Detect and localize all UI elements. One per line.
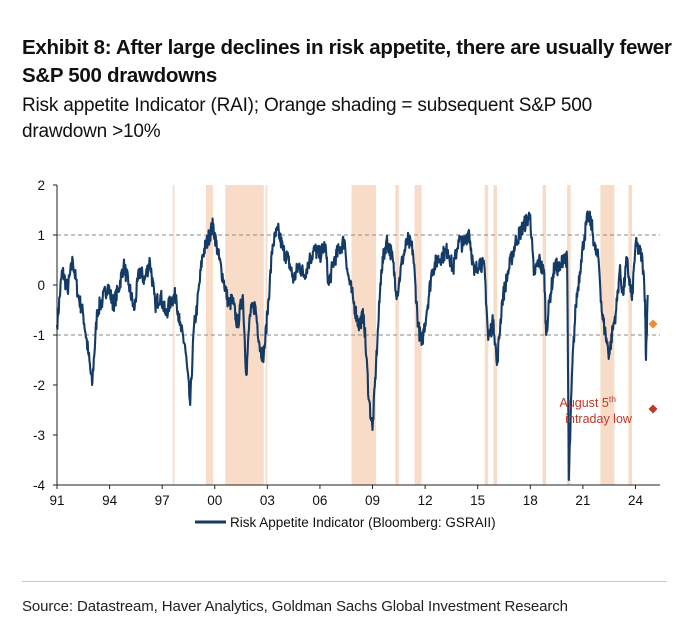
legend-label: Risk Appetite Indicator (Bloomberg: GSRA… <box>230 515 496 530</box>
markers <box>648 319 658 414</box>
august-5th-low-marker <box>648 404 658 414</box>
chart-subtitle: Risk appetite Indicator (RAI); Orange sh… <box>22 95 592 142</box>
y-tick-label: 0 <box>37 278 45 293</box>
shaded-period-6 <box>414 185 422 485</box>
current-value-marker <box>648 319 658 329</box>
x-tick-label: 24 <box>628 493 644 508</box>
annotation: August 5th intraday low <box>559 394 632 426</box>
x-tick-label: 03 <box>260 493 275 508</box>
rai-line-chart: 210-1-2-3-4 91 94 97 00 03 06 09 12 15 18 21 24 Aug… <box>33 178 660 530</box>
y-tick-label: -1 <box>33 328 45 343</box>
x-tick-label: 91 <box>49 493 64 508</box>
shaded-period-1 <box>205 185 214 485</box>
x-tick-label: 94 <box>102 493 118 508</box>
rai-line <box>55 210 649 482</box>
shaded-period-5 <box>395 185 399 485</box>
x-tick-label: 97 <box>155 493 170 508</box>
shaded-period-11 <box>600 185 615 485</box>
annotation-line1: August 5th <box>559 394 616 410</box>
rai-series-line <box>55 210 649 482</box>
legend: Risk Appetite Indicator (Bloomberg: GSRA… <box>195 515 496 530</box>
x-tick-label: 06 <box>312 493 327 508</box>
y-tick-label: -4 <box>33 478 45 493</box>
shaded-period-0 <box>172 185 175 485</box>
annotation-line2: intraday low <box>565 412 633 426</box>
shaded-period-9 <box>542 185 547 485</box>
x-tick-label: 15 <box>470 493 485 508</box>
chart-title: Exhibit 8: After large declines in risk … <box>22 36 672 87</box>
footer-divider <box>22 581 667 582</box>
grid-lines <box>57 234 660 336</box>
shaded-period-3 <box>265 185 268 485</box>
source-note: Source: Datastream, Haver Analytics, Gol… <box>22 598 568 615</box>
y-tick-label: 2 <box>37 178 45 193</box>
y-tick-labels: 2 1 0 -1 -2 -3 -4 <box>33 178 45 493</box>
y-tick-label: -2 <box>33 378 45 393</box>
y-tick-label: 1 <box>37 228 45 243</box>
axes <box>53 184 660 489</box>
x-tick-label: 18 <box>523 493 538 508</box>
x-tick-label: 12 <box>418 493 433 508</box>
x-tick-labels: 91 94 97 00 03 06 09 12 15 18 21 24 <box>49 493 643 508</box>
x-tick-label: 09 <box>365 493 380 508</box>
shaded-period-8 <box>493 185 497 485</box>
x-tick-label: 00 <box>207 493 222 508</box>
shaded-period-12 <box>628 185 632 485</box>
y-tick-label: -3 <box>33 428 45 443</box>
x-tick-label: 21 <box>575 493 590 508</box>
